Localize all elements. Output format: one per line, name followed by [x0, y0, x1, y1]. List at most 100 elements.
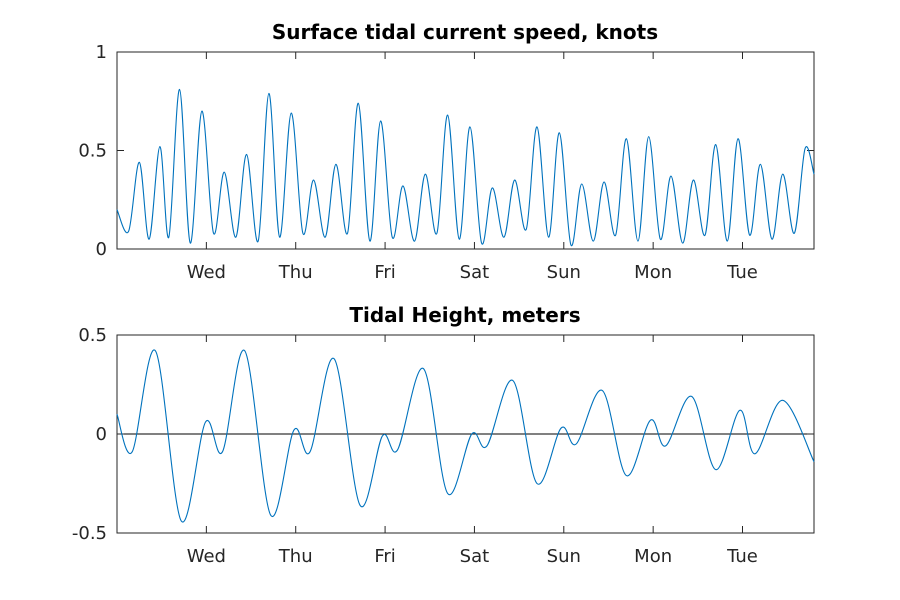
- current-speed-data-point: [660, 239, 661, 240]
- current-speed-xtick-label: Mon: [634, 262, 672, 283]
- current-speed-ytick-label: 1: [96, 42, 107, 63]
- current-speed-xtick-label: Fri: [374, 262, 395, 283]
- current-speed-data-point: [392, 237, 393, 238]
- current-speed-data-point: [559, 132, 560, 133]
- current-speed-data-point: [771, 239, 772, 240]
- tidal-height-data-point: [471, 433, 472, 434]
- current-speed-data-point: [503, 237, 504, 238]
- tidal-height-xtick-label: Wed: [187, 546, 226, 567]
- current-speed-data-point: [291, 112, 292, 113]
- current-speed-data-point: [358, 103, 359, 104]
- tidal-height-data-point: [309, 451, 310, 452]
- current-speed-xtick-label: Tue: [726, 262, 758, 283]
- current-speed-data-point: [593, 241, 594, 242]
- tidal-height-data-point: [397, 449, 398, 450]
- current-speed-data-point: [235, 237, 236, 238]
- tidal-height-data-point: [116, 414, 117, 415]
- current-speed-data-point: [682, 242, 683, 243]
- tidal-height-data-point: [561, 427, 562, 428]
- current-speed-data-point: [159, 146, 160, 147]
- tidal-height-ytick-label: 0.5: [78, 325, 107, 346]
- current-speed-data-point: [414, 241, 415, 242]
- current-speed-data-point: [325, 237, 326, 238]
- tidal-height-data-point: [576, 443, 577, 444]
- current-speed-data-point: [760, 164, 761, 165]
- current-speed-data-point: [813, 174, 814, 175]
- tidal-height-data-point: [602, 390, 603, 391]
- tidal-height-data-point: [447, 493, 448, 494]
- tidal-height-ytick-label: -0.5: [72, 523, 107, 544]
- current-speed-data-point: [380, 120, 381, 121]
- current-speed-data-point: [279, 237, 280, 238]
- tidal-height-data-point: [691, 396, 692, 397]
- current-speed-data-point: [637, 241, 638, 242]
- current-speed-data-point: [782, 174, 783, 175]
- current-speed-data-point: [514, 179, 515, 180]
- current-speed-data-point: [626, 138, 627, 139]
- tidal-height-xtick-label: Fri: [374, 546, 395, 567]
- current-speed-data-point: [615, 235, 616, 236]
- current-speed-data-point: [335, 164, 336, 165]
- current-speed-data-point: [804, 148, 805, 149]
- current-speed-data-point: [313, 179, 314, 180]
- tidal-height-xtick-label: Tue: [726, 546, 758, 567]
- tidal-height-axes: Tidal Height, meters -0.5 0 0.5 Wed Thu Fri Sa…: [72, 303, 815, 567]
- current-speed-xtick-label: Sun: [547, 262, 581, 283]
- tidal-height-data-point: [739, 410, 740, 411]
- tidal-height-xtick-label: Sun: [547, 546, 581, 567]
- current-speed-axes: Surface tidal current speed, knots 0 0.5 1…: [78, 20, 815, 283]
- current-speed-data-point: [481, 242, 482, 243]
- current-speed-data-point: [670, 176, 671, 177]
- tidal-height-title: Tidal Height, meters: [349, 303, 580, 327]
- tidal-height-data-point: [665, 445, 666, 446]
- tidal-height-data-point: [334, 358, 335, 359]
- tidal-height-data-point: [244, 350, 245, 351]
- tidal-height-data-point: [782, 400, 783, 401]
- current-speed-series-line: [116, 88, 815, 246]
- current-speed-ytick-label: 0: [96, 239, 107, 260]
- tidal-height-ytick-label: 0: [96, 424, 107, 445]
- current-speed-data-point: [459, 239, 460, 240]
- current-speed-plot-box: [116, 51, 815, 250]
- current-speed-data-point: [737, 138, 738, 139]
- current-speed-data-point: [139, 162, 140, 163]
- current-speed-xtick-label: Sat: [460, 262, 490, 283]
- current-speed-ytick-label: 0.5: [78, 141, 107, 162]
- tidal-height-data-point: [715, 469, 716, 470]
- current-speed-data-point: [447, 114, 448, 115]
- current-speed-data-point: [749, 235, 750, 236]
- current-speed-data-point: [246, 154, 247, 155]
- current-speed-xtick-label: Thu: [278, 262, 313, 283]
- current-speed-series: [116, 88, 815, 246]
- tidal-height-data-point: [813, 461, 814, 462]
- current-speed-data-point: [469, 126, 470, 127]
- current-speed-data-point: [603, 181, 604, 182]
- current-speed-data-point: [128, 231, 129, 232]
- tidal-height-data-point: [536, 483, 537, 484]
- tidal-height-data-point: [626, 475, 627, 476]
- current-speed-data-point: [213, 233, 214, 234]
- current-speed-data-point: [794, 233, 795, 234]
- current-speed-data-point: [570, 244, 571, 245]
- current-speed-data-point: [168, 237, 169, 238]
- tidal-height-data-point: [512, 380, 513, 381]
- current-speed-data-point: [201, 111, 202, 112]
- current-speed-data-point: [727, 241, 728, 242]
- current-speed-data-point: [526, 229, 527, 230]
- current-speed-data-point: [268, 93, 269, 94]
- current-speed-data-point: [190, 242, 191, 243]
- current-speed-data-point: [302, 233, 303, 234]
- current-speed-data-point: [258, 241, 259, 242]
- tidal-height-xtick-label: Mon: [634, 546, 672, 567]
- current-speed-data-point: [536, 126, 537, 127]
- tidal-height-data-point: [486, 445, 487, 446]
- tidal-height-data-point: [270, 515, 271, 516]
- tidal-height-data-point: [650, 420, 651, 421]
- tidal-height-xtick-label: Thu: [278, 546, 313, 567]
- current-speed-data-point: [436, 233, 437, 234]
- current-speed-data-point: [149, 239, 150, 240]
- tidal-height-data-point: [132, 451, 133, 452]
- current-speed-xtick-label: Wed: [187, 262, 226, 283]
- tidal-height-data-point: [423, 368, 424, 369]
- tidal-height-data-point: [205, 422, 206, 423]
